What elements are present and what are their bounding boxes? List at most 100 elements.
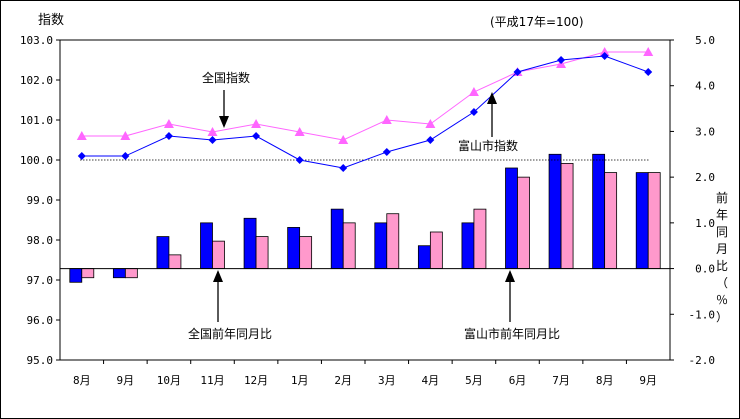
category-label: 6月 (509, 374, 527, 387)
bar-toyama-yoy (461, 222, 475, 269)
marker-zenkoku-index (381, 115, 392, 124)
bar-toyama-yoy (592, 153, 606, 269)
marker-toyama-index (252, 132, 261, 140)
bar-zenkoku-yoy (604, 172, 618, 269)
marker-toyama-index (164, 132, 173, 140)
category-label: 4月 (422, 374, 440, 387)
annotation-zenkoku-yoy: 全国前年同月比 (188, 270, 272, 341)
right-tick-label: -1.0 (689, 308, 716, 321)
marker-toyama-index (513, 68, 522, 76)
bar-zenkoku-yoy (647, 172, 661, 269)
bar-toyama-yoy (112, 268, 126, 279)
right-tick-label: 3.0 (695, 125, 715, 138)
bar-toyama-yoy (374, 222, 388, 269)
marker-toyama-index (600, 52, 609, 60)
bar-toyama-yoy (330, 208, 344, 269)
axes-layer (56, 39, 674, 364)
right-tick-label: -2.0 (689, 354, 716, 367)
annotation-label: 富山市指数 (458, 138, 518, 153)
right-tick-labels: -2.0 -1.0 0.0 1.0 2.0 3.0 4.0 5.0 (689, 34, 716, 367)
category-label: 1月 (291, 374, 309, 387)
category-label: 9月 (117, 374, 135, 387)
base-note: (平成17年=100) (490, 15, 584, 29)
left-tick-label: 95.0 (27, 354, 54, 367)
bar-toyama-yoy (156, 236, 170, 269)
lines-layer (76, 47, 654, 172)
left-tick-label: 101.0 (20, 114, 53, 127)
annotation-zenkoku-index: 全国指数 (202, 70, 250, 128)
left-tick-label: 100.0 (20, 154, 53, 167)
marker-zenkoku-index (643, 47, 654, 56)
marker-zenkoku-index (207, 127, 218, 136)
marker-toyama-index (469, 108, 478, 116)
bar-zenkoku-yoy (517, 176, 530, 269)
left-tick-label: 97.0 (27, 274, 54, 287)
marker-zenkoku-index (120, 131, 131, 140)
left-axis-title: 指数 (38, 13, 64, 28)
category-label: 11月 (200, 374, 224, 387)
category-label: 9月 (639, 374, 657, 387)
category-label: 5月 (465, 374, 483, 387)
bar-zenkoku-yoy (81, 268, 95, 279)
left-tick-label: 99.0 (27, 194, 54, 207)
category-label: 8月 (596, 374, 614, 387)
annotation-toyama-yoy: 富山市前年同月比 (464, 270, 560, 341)
category-label: 2月 (334, 374, 352, 387)
annotation-arrow-head (505, 270, 515, 282)
right-tick-label: 2.0 (695, 171, 715, 184)
category-label: 12月 (244, 374, 268, 387)
marker-zenkoku-index (425, 119, 436, 128)
annotation-label: 全国前年同月比 (188, 326, 272, 341)
bar-toyama-yoy (69, 268, 83, 283)
left-tick-labels: 95.0 96.0 97.0 98.0 99.0 100.0 101.0 102.0 103.0 (20, 34, 53, 367)
bar-zenkoku-yoy (473, 208, 487, 269)
marker-toyama-index (339, 164, 348, 172)
marker-toyama-index (382, 148, 391, 156)
bars-layer (69, 153, 661, 283)
marker-zenkoku-index (338, 135, 349, 144)
bar-zenkoku-yoy (560, 163, 574, 269)
category-labels: 8月 9月 10月 11月 12月 1月 2月 3月 4月 5月 6月 7月 8月 9月 (73, 374, 657, 387)
right-tick-label: 0.0 (695, 263, 715, 276)
bar-zenkoku-yoy (168, 254, 182, 269)
bar-zenkoku-yoy (299, 236, 313, 269)
marker-zenkoku-index (294, 127, 305, 136)
bar-toyama-yoy (200, 222, 213, 269)
annotation-toyama-index: 富山市指数 (458, 92, 518, 153)
right-tick-label: 1.0 (695, 217, 715, 230)
category-label: 8月 (73, 374, 91, 387)
left-tick-label: 102.0 (20, 74, 53, 87)
marker-zenkoku-index (76, 131, 87, 140)
bar-toyama-yoy (505, 167, 518, 269)
bar-zenkoku-yoy (124, 268, 138, 279)
category-label: 10月 (157, 374, 181, 387)
right-tick-label: 4.0 (695, 80, 715, 93)
bar-zenkoku-yoy (386, 213, 400, 269)
marker-toyama-index (557, 56, 566, 64)
annotation-arrow-head (219, 116, 229, 128)
marker-toyama-index (644, 68, 653, 76)
annotation-arrow-head (213, 270, 223, 282)
marker-zenkoku-index (251, 119, 262, 128)
right-axis-title: 前年同月比（％） (716, 190, 728, 324)
bar-zenkoku-yoy (255, 236, 269, 269)
category-label: 7月 (552, 374, 570, 387)
bar-toyama-yoy (287, 227, 301, 269)
left-tick-label: 96.0 (27, 314, 54, 327)
bar-toyama-yoy (243, 217, 257, 269)
annotation-arrow-head (487, 92, 497, 104)
bar-toyama-yoy (417, 245, 431, 269)
annotation-label: 全国指数 (202, 70, 250, 85)
bar-toyama-yoy (548, 153, 562, 269)
line-zenkoku-index (81, 51, 649, 141)
marker-toyama-index (77, 152, 86, 160)
left-tick-label: 98.0 (27, 234, 54, 247)
marker-zenkoku-index (599, 47, 610, 56)
bar-toyama-yoy (635, 172, 649, 269)
line-toyama-index (81, 55, 649, 169)
marker-toyama-index (121, 152, 130, 160)
marker-zenkoku-index (163, 119, 174, 128)
bar-zenkoku-yoy (429, 231, 443, 269)
right-tick-label: 5.0 (695, 34, 715, 47)
